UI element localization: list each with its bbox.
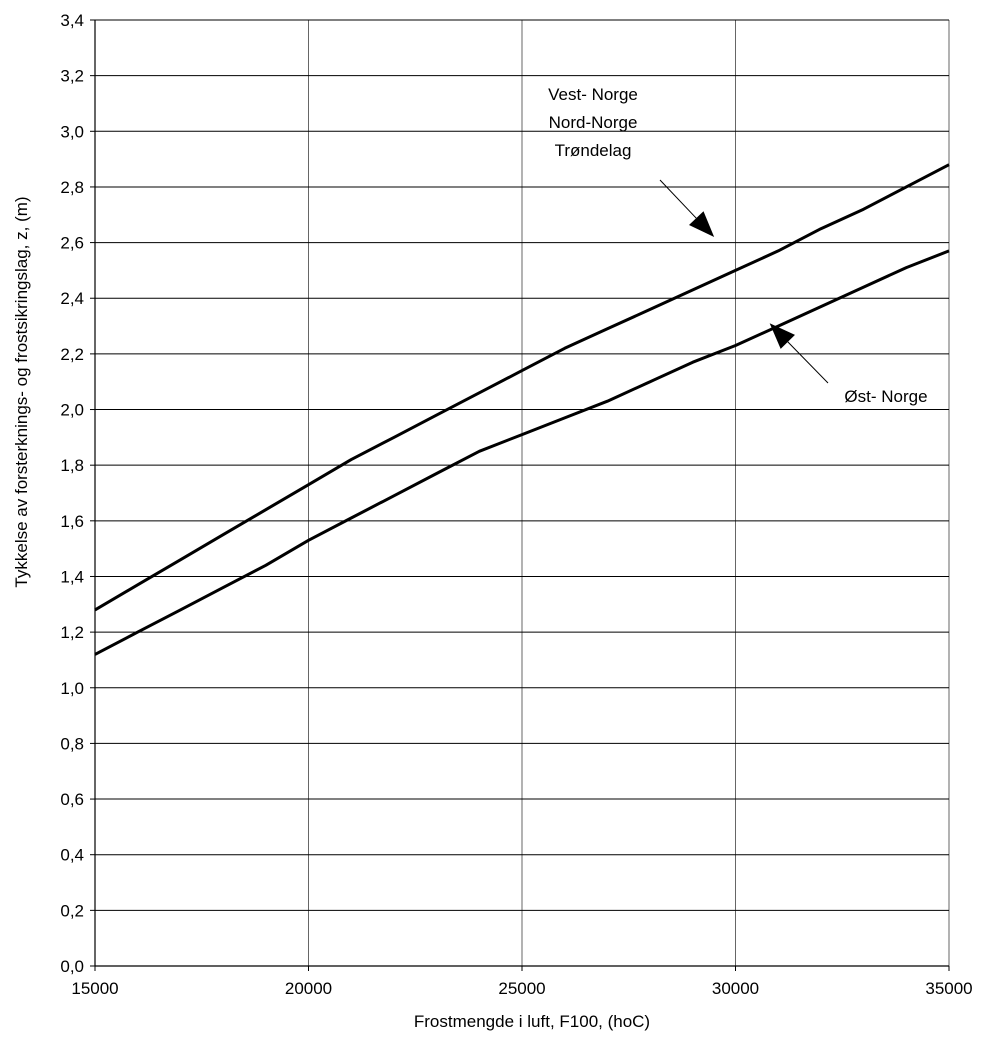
annotation-leader-line	[659, 179, 697, 219]
y-tick-label: 1,6	[60, 512, 84, 531]
y-tick-label: 2,4	[60, 289, 84, 308]
y-tick-label: 2,2	[60, 345, 84, 364]
axis-layer	[90, 19, 950, 971]
annotation-label: Øst- Norge	[844, 387, 927, 406]
y-tick-label: 1,4	[60, 567, 84, 586]
x-tick-label: 35000	[925, 979, 972, 998]
series-layer	[94, 163, 950, 656]
x-axis-title: Frostmengde i luft, F100, (hoC)	[414, 1012, 650, 1031]
y-tick-label: 0,4	[60, 846, 84, 865]
annotation-layer: Vest- Norge Nord-Norge Trøndelag Øst- Norge	[548, 85, 927, 406]
grid-layer	[95, 19, 950, 966]
annotation-label: Nord-Norge	[549, 113, 638, 132]
y-tick-label: 2,8	[60, 178, 84, 197]
annotation-label: Trøndelag	[555, 141, 632, 160]
y-tick-label: 2,6	[60, 234, 84, 253]
y-tick-label: 1,2	[60, 623, 84, 642]
annotation-arrowhead	[688, 211, 715, 238]
y-axis-title: Tykkelse av forsterknings- og frostsikri…	[12, 196, 31, 587]
y-tick-label: 1,8	[60, 456, 84, 475]
annotation-leader-line	[787, 341, 829, 384]
annotation-arrowhead	[769, 323, 795, 349]
y-tick-label: 0,0	[60, 957, 84, 976]
tick-label-layer: 0,0 0,2 0,4 0,6 0,8 1,0 1,2 1,4 1,6 1,8 2,0 2,2 2,4 2…	[60, 11, 972, 998]
x-tick-label: 30000	[712, 979, 759, 998]
y-tick-label: 0,6	[60, 790, 84, 809]
series-line-1	[94, 163, 950, 612]
y-tick-label: 3,0	[60, 122, 84, 141]
y-tick-label: 3,4	[60, 11, 84, 30]
y-tick-label: 0,2	[60, 901, 84, 920]
y-tick-label: 1,0	[60, 679, 84, 698]
y-tick-label: 3,2	[60, 67, 84, 86]
y-tick-label: 0,8	[60, 734, 84, 753]
x-tick-label: 20000	[285, 979, 332, 998]
y-tick-label: 2,0	[60, 401, 84, 420]
series-line-2	[94, 249, 950, 656]
x-tick-label: 15000	[71, 979, 118, 998]
x-tick-label: 25000	[498, 979, 545, 998]
annotation-label: Vest- Norge	[548, 85, 638, 104]
